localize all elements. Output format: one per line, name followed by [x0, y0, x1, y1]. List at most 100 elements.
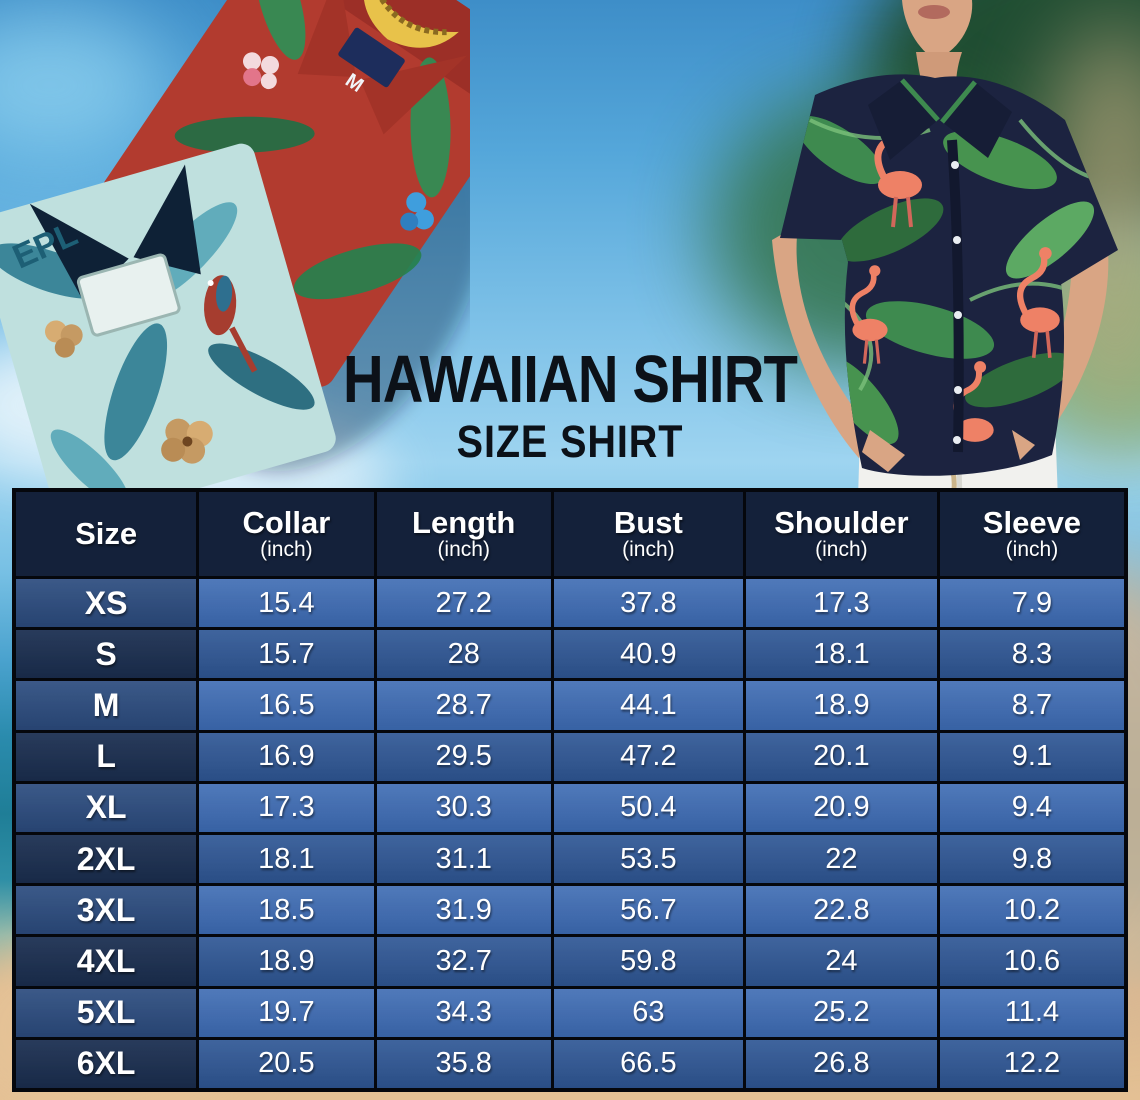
size-cell: 4XL — [16, 937, 197, 986]
value-cell: 17.3 — [199, 783, 374, 833]
teal-hawaiian-shirt: EPL — [0, 143, 336, 500]
size-cell: XL — [16, 783, 197, 833]
value-cell: 20.1 — [745, 732, 937, 781]
value-cell: 15.4 — [199, 579, 374, 628]
table-row: 5XL 19.7 34.3 63 25.2 11.4 — [16, 988, 1124, 1037]
right-hand — [1012, 430, 1035, 460]
value-cell: 10.2 — [939, 886, 1124, 935]
value-cell: 29.5 — [376, 732, 551, 781]
value-cell: 12.2 — [939, 1039, 1124, 1089]
header-label: Sleeve — [982, 504, 1082, 540]
header-cell-shoulder: Shoulder (inch) — [745, 492, 937, 576]
value-cell: 28.7 — [376, 681, 551, 730]
page-subtitle: SIZE SHIRT — [456, 416, 684, 467]
size-cell: 6XL — [16, 1039, 197, 1089]
value-cell: 28 — [376, 630, 551, 679]
value-cell: 40.9 — [553, 630, 743, 679]
size-chart-table: Size Collar (inch) Length (inch) Bust (i… — [12, 488, 1128, 1092]
value-cell: 18.9 — [745, 681, 937, 730]
value-cell: 50.4 — [553, 783, 743, 833]
value-cell: 37.8 — [553, 579, 743, 628]
value-cell: 18.1 — [199, 835, 374, 884]
value-cell: 34.3 — [376, 988, 551, 1037]
header-unit: (inch) — [437, 538, 490, 562]
table-row: 3XL 18.5 31.9 56.7 22.8 10.2 — [16, 886, 1124, 935]
value-cell: 30.3 — [376, 783, 551, 833]
yellow-label — [363, 0, 459, 48]
page-title: HAWAIIAN SHIRT — [342, 342, 798, 417]
table-header-row: Size Collar (inch) Length (inch) Bust (i… — [16, 492, 1124, 576]
value-cell: 9.8 — [939, 835, 1124, 884]
value-cell: 20.9 — [745, 783, 937, 833]
value-cell: 27.2 — [376, 579, 551, 628]
value-cell: 18.1 — [745, 630, 937, 679]
value-cell: 19.7 — [199, 988, 374, 1037]
value-cell: 15.7 — [199, 630, 374, 679]
value-cell: 25.2 — [745, 988, 937, 1037]
value-cell: 8.7 — [939, 681, 1124, 730]
size-cell: S — [16, 630, 197, 679]
table-row: XS 15.4 27.2 37.8 17.3 7.9 — [16, 579, 1124, 628]
folded-shirts-photo: M — [0, 0, 470, 500]
value-cell: 8.3 — [939, 630, 1124, 679]
value-cell: 32.7 — [376, 937, 551, 986]
header-cell-collar: Collar (inch) — [199, 492, 374, 576]
shirt-collar — [868, 80, 938, 160]
table-row: L 16.9 29.5 47.2 20.1 9.1 — [16, 732, 1124, 781]
hibiscus-print — [44, 320, 213, 464]
value-cell: 59.8 — [553, 937, 743, 986]
value-cell: 17.3 — [745, 579, 937, 628]
header-label: Collar — [242, 504, 331, 540]
value-cell: 18.5 — [199, 886, 374, 935]
header-cell-bust: Bust (inch) — [553, 492, 743, 576]
table-row: 6XL 20.5 35.8 66.5 26.8 12.2 — [16, 1039, 1124, 1089]
header-unit: (inch) — [815, 538, 868, 562]
value-cell: 66.5 — [553, 1039, 743, 1089]
header-unit: (inch) — [260, 538, 313, 562]
value-cell: 26.8 — [745, 1039, 937, 1089]
size-cell: M — [16, 681, 197, 730]
header-label: Shoulder — [774, 504, 909, 540]
table-row: 2XL 18.1 31.1 53.5 22 9.8 — [16, 835, 1124, 884]
value-cell: 18.9 — [199, 937, 374, 986]
size-cell: 3XL — [16, 886, 197, 935]
model-photo — [772, 0, 1118, 500]
header-label: Size — [75, 515, 138, 551]
size-cell: 5XL — [16, 988, 197, 1037]
value-cell: 47.2 — [553, 732, 743, 781]
model-left-arm — [772, 225, 898, 470]
size-cell: XS — [16, 579, 197, 628]
header-cell-length: Length (inch) — [376, 492, 551, 576]
value-cell: 56.7 — [553, 886, 743, 935]
size-cell: 2XL — [16, 835, 197, 884]
value-cell: 63 — [553, 988, 743, 1037]
table-row: M 16.5 28.7 44.1 18.9 8.7 — [16, 681, 1124, 730]
header-label: Bust — [613, 504, 683, 540]
value-cell: 22.8 — [745, 886, 937, 935]
value-cell: 35.8 — [376, 1039, 551, 1089]
value-cell: 44.1 — [553, 681, 743, 730]
value-cell: 16.5 — [199, 681, 374, 730]
table-row: XL 17.3 30.3 50.4 20.9 9.4 — [16, 783, 1124, 833]
value-cell: 7.9 — [939, 579, 1124, 628]
value-cell: 11.4 — [939, 988, 1124, 1037]
header-cell-size: Size — [16, 492, 197, 576]
parrot-print — [204, 275, 258, 373]
value-cell: 31.9 — [376, 886, 551, 935]
header-unit: (inch) — [622, 538, 675, 562]
left-hand — [862, 430, 905, 472]
shirt-buttons — [951, 161, 962, 444]
header-cell-sleeve: Sleeve (inch) — [939, 492, 1124, 576]
flamingo-print — [849, 104, 1060, 442]
value-cell: 22 — [745, 835, 937, 884]
value-cell: 53.5 — [553, 835, 743, 884]
table-row: S 15.7 28 40.9 18.1 8.3 — [16, 630, 1124, 679]
value-cell: 20.5 — [199, 1039, 374, 1089]
value-cell: 31.1 — [376, 835, 551, 884]
value-cell: 24 — [745, 937, 937, 986]
value-cell: 9.1 — [939, 732, 1124, 781]
value-cell: 10.6 — [939, 937, 1124, 986]
value-cell: 16.9 — [199, 732, 374, 781]
value-cell: 9.4 — [939, 783, 1124, 833]
